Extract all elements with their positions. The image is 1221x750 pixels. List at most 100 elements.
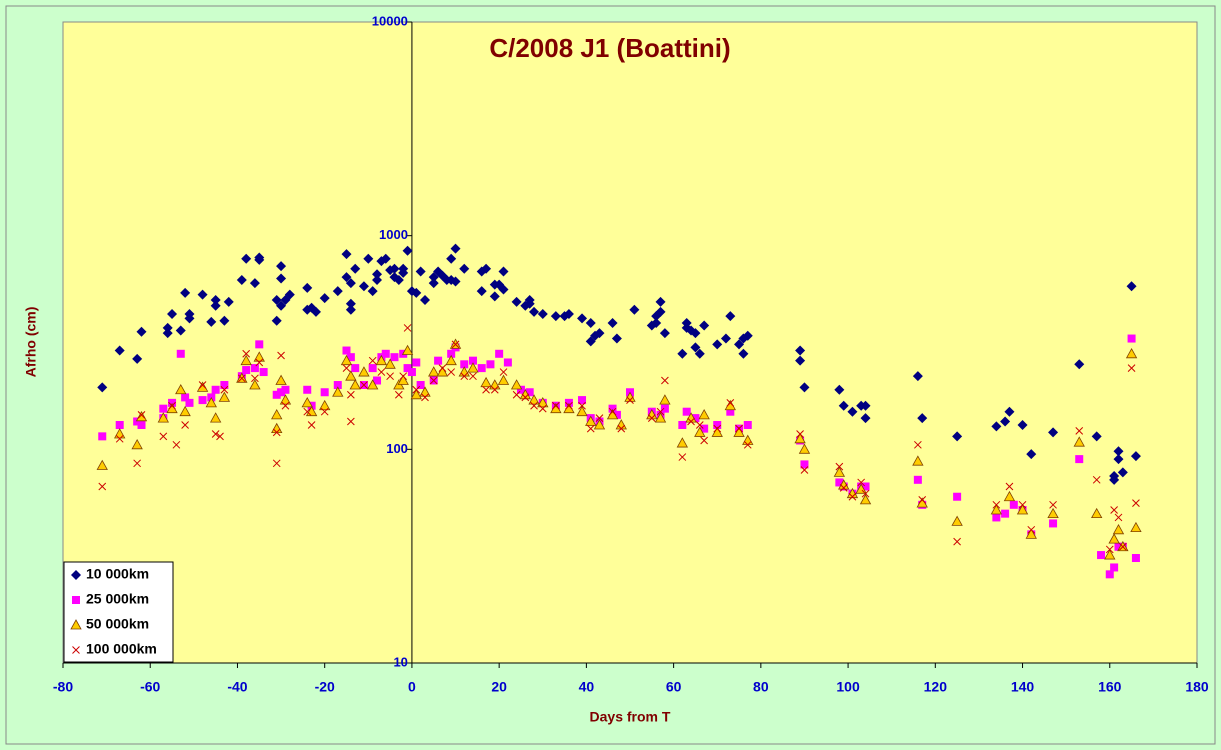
point	[725, 311, 736, 322]
point	[1016, 504, 1029, 515]
point	[319, 293, 330, 304]
point	[1049, 519, 1058, 528]
point	[735, 424, 743, 433]
point	[349, 379, 361, 390]
point	[389, 263, 400, 274]
point	[135, 410, 148, 422]
point	[180, 287, 191, 298]
x-tick-label: 20	[491, 679, 507, 695]
point	[1105, 570, 1114, 579]
legend-label: 25 000km	[86, 591, 149, 607]
point	[412, 358, 421, 367]
point	[185, 398, 194, 407]
legend-label: 10 000km	[86, 566, 149, 582]
point	[250, 364, 259, 373]
point	[861, 482, 870, 491]
point	[421, 393, 429, 402]
x-tick-label: 100	[836, 679, 860, 695]
point	[833, 466, 846, 477]
legend-label: 50 000km	[86, 616, 149, 632]
point	[595, 414, 604, 422]
x-tick-label: 40	[579, 679, 595, 695]
point	[794, 432, 806, 444]
point	[345, 298, 356, 309]
point	[218, 391, 231, 402]
point	[1027, 525, 1036, 534]
point	[398, 263, 409, 274]
point	[795, 355, 806, 366]
point	[857, 478, 866, 487]
point	[1130, 521, 1142, 533]
point	[1091, 431, 1102, 442]
point	[347, 417, 355, 426]
point	[341, 272, 352, 283]
point	[992, 513, 1001, 522]
point	[216, 432, 224, 441]
point	[372, 269, 383, 280]
point	[420, 294, 431, 305]
point	[690, 342, 701, 353]
point	[447, 349, 456, 358]
point	[742, 330, 753, 341]
point	[799, 382, 810, 393]
x-tick-label: -40	[227, 679, 247, 695]
legend-marker	[71, 570, 81, 580]
x-tick-label: -20	[315, 679, 335, 695]
point	[1048, 427, 1059, 438]
point	[428, 366, 440, 377]
point	[1025, 528, 1037, 539]
point	[699, 320, 710, 331]
point	[1009, 500, 1018, 509]
point	[157, 412, 169, 423]
point	[333, 381, 342, 390]
point	[521, 393, 530, 402]
point	[403, 324, 412, 332]
point	[490, 385, 499, 394]
point	[738, 348, 749, 359]
point	[951, 515, 963, 526]
point	[162, 328, 173, 339]
point	[1097, 551, 1106, 560]
point	[912, 455, 924, 466]
point	[859, 494, 872, 505]
point	[175, 383, 187, 395]
point	[838, 479, 850, 490]
point	[700, 424, 709, 433]
point	[726, 407, 735, 416]
point	[450, 276, 461, 287]
point	[251, 374, 259, 383]
point	[115, 434, 124, 443]
point	[132, 353, 143, 364]
point	[242, 366, 251, 375]
point	[198, 396, 207, 405]
point	[1126, 281, 1137, 292]
point	[525, 388, 534, 397]
point	[397, 374, 409, 385]
point	[96, 459, 108, 470]
point	[360, 381, 368, 389]
point	[694, 426, 706, 437]
point	[586, 424, 595, 433]
point	[576, 405, 588, 417]
point	[578, 396, 587, 405]
point	[303, 407, 312, 416]
point	[198, 381, 207, 389]
point	[677, 348, 688, 359]
point	[477, 364, 486, 373]
point	[834, 384, 845, 395]
point	[210, 300, 221, 311]
y-axis-title: Afrho (cm)	[23, 307, 39, 378]
point	[320, 388, 329, 397]
point	[795, 345, 806, 356]
point	[482, 385, 490, 394]
point	[210, 294, 221, 305]
point	[676, 437, 689, 448]
point	[537, 397, 549, 408]
point	[167, 308, 178, 319]
point	[528, 394, 540, 405]
point	[577, 313, 588, 324]
point	[608, 404, 617, 413]
point	[798, 443, 811, 454]
point	[585, 415, 597, 426]
